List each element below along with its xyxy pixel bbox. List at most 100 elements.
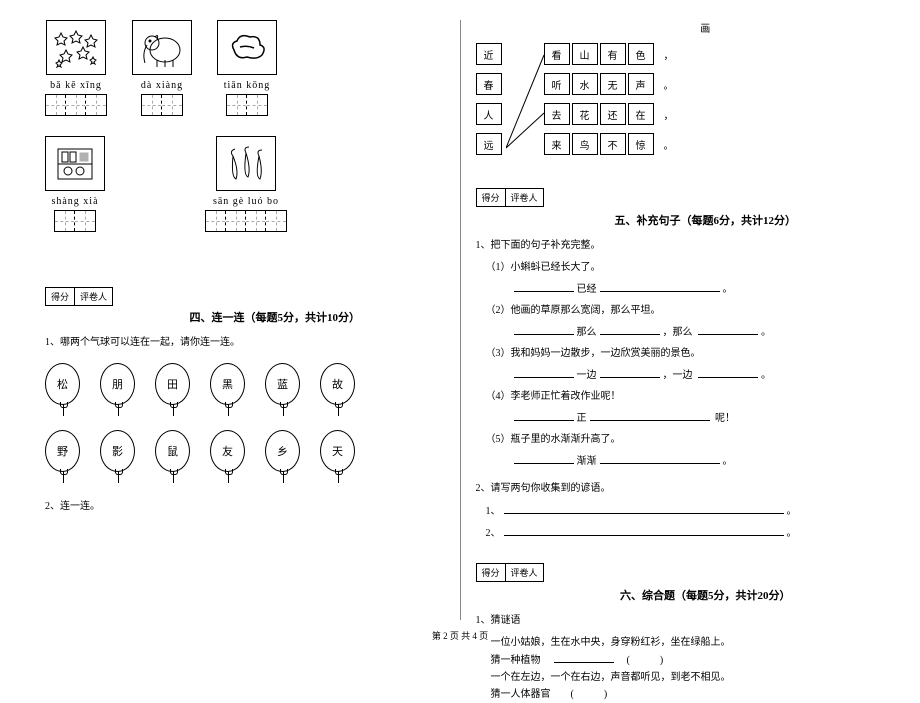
item-elephant: dà xiàng [132, 20, 192, 116]
score-box: 得分 评卷人 [45, 287, 113, 306]
fill-item: （4）李老师正忙着改作业呢！ [486, 388, 876, 406]
elephant-icon [132, 20, 192, 75]
char: 色 [628, 43, 654, 65]
score-label: 得分 [45, 287, 74, 306]
balloon[interactable]: 鼠 [155, 430, 190, 472]
stars-icon [46, 20, 106, 75]
page-footer: 第 2 页 共 4 页 [0, 629, 920, 642]
balloon[interactable]: 天 [320, 430, 355, 472]
right-column: 画 近 春 人 远 看山有色， 听水无声。 去花还在， 来鸟不惊。 得分 评卷人… [461, 20, 891, 620]
connection-lines [506, 43, 546, 163]
match-char[interactable]: 远 [476, 133, 502, 155]
left-column: bǎ kē xīng dà xiàng tiān kōng shàng xià … [30, 20, 461, 620]
fill-item: （2）他画的草原那么宽阔，那么平坦。 [486, 302, 876, 320]
pinyin-label: tiān kōng [224, 80, 271, 91]
balloon[interactable]: 朋 [100, 363, 135, 405]
poem-line: 去花还在， [544, 103, 684, 125]
pinyin-label: dà xiàng [141, 80, 183, 91]
item-stars: bǎ kē xīng [45, 20, 107, 116]
char: 在 [628, 103, 654, 125]
answer-grid[interactable] [205, 210, 287, 232]
char: 山 [572, 43, 598, 65]
question-6-1: 1、猜谜语 [476, 611, 876, 626]
section-4-title: 四、连一连（每题5分，共计10分） [190, 312, 361, 324]
char: 有 [600, 43, 626, 65]
cloud-icon [217, 20, 277, 75]
pinyin-label: sān gè luó bo [213, 196, 279, 207]
balloon[interactable]: 黑 [210, 363, 245, 405]
char: 来 [544, 133, 570, 155]
proverb-line[interactable]: 2、。 [486, 524, 876, 543]
poem-line: 来鸟不惊。 [544, 133, 684, 155]
section-5-title: 五、补充句子（每题6分，共计12分） [615, 215, 797, 227]
fill-blank[interactable]: 渐渐。 [511, 452, 876, 471]
char: 无 [600, 73, 626, 95]
poem-line: 听水无声。 [544, 73, 684, 95]
poem-line: 看山有色， [544, 43, 684, 65]
question-2: 2、连一连。 [45, 497, 445, 512]
balloon[interactable]: 影 [100, 430, 135, 472]
char: ， [656, 103, 682, 125]
char: 惊 [628, 133, 654, 155]
balloon[interactable]: 松 [45, 363, 80, 405]
score-label: 得分 [476, 188, 505, 207]
poem-title: 画 [536, 20, 876, 35]
grader-label: 评卷人 [505, 188, 544, 207]
balloon[interactable]: 蓝 [265, 363, 300, 405]
balloon[interactable]: 友 [210, 430, 245, 472]
item-cloud: tiān kōng [217, 20, 277, 116]
char: 还 [600, 103, 626, 125]
answer-grid[interactable] [141, 94, 183, 116]
char: 听 [544, 73, 570, 95]
pinyin-label: bǎ kē xīng [50, 80, 102, 91]
char: 去 [544, 103, 570, 125]
fill-blank[interactable]: 正 呢！ [511, 409, 876, 428]
question-5-1: 1、把下面的句子补充完整。 [476, 236, 876, 251]
question-5-2: 2、请写两句你收集到的谚语。 [476, 479, 876, 494]
image-row-2: shàng xià sān gè luó bo [45, 136, 445, 232]
fill-blank[interactable]: 一边，一边 。 [511, 366, 876, 385]
answer-grid[interactable] [226, 94, 268, 116]
char: 鸟 [572, 133, 598, 155]
char: 。 [656, 133, 682, 155]
proverb-line[interactable]: 1、。 [486, 502, 876, 521]
char: 声 [628, 73, 654, 95]
riddle-1-answer[interactable]: 猜一种植物 ( ) [491, 651, 876, 669]
balloon[interactable]: 田 [155, 363, 190, 405]
image-row-1: bǎ kē xīng dà xiàng tiān kōng [45, 20, 445, 116]
fill-item: （1）小蝌蚪已经长大了。 [486, 259, 876, 277]
score-box: 得分 评卷人 [476, 563, 544, 582]
shelf-icon [45, 136, 105, 191]
char: 不 [600, 133, 626, 155]
fill-item: （3）我和妈妈一边散步，一边欣赏美丽的景色。 [486, 345, 876, 363]
balloon[interactable]: 野 [45, 430, 80, 472]
item-carrots: sān gè luó bo [205, 136, 287, 232]
char: 看 [544, 43, 570, 65]
poem-matching: 近 春 人 远 看山有色， 听水无声。 去花还在， 来鸟不惊。 [476, 43, 876, 163]
char: ， [656, 43, 682, 65]
score-label: 得分 [476, 563, 505, 582]
balloon[interactable]: 乡 [265, 430, 300, 472]
section-6-title: 六、综合题（每题5分，共计20分） [620, 590, 791, 602]
answer-grid[interactable] [54, 210, 96, 232]
match-char[interactable]: 近 [476, 43, 502, 65]
fill-blank[interactable]: 那么，那么 。 [511, 323, 876, 342]
riddle-2: 一个在左边，一个在右边，声音都听见，到老不相见。 [491, 669, 876, 686]
balloon-row-2: 野 影 鼠 友 乡 天 [45, 430, 445, 472]
answer-grid[interactable] [45, 94, 107, 116]
fill-blank[interactable]: 已经。 [511, 280, 876, 299]
grader-label: 评卷人 [505, 563, 544, 582]
char: 水 [572, 73, 598, 95]
balloon-row-1: 松 朋 田 黑 蓝 故 [45, 363, 445, 405]
char: 花 [572, 103, 598, 125]
riddle-2-answer[interactable]: 猜一人体器官 ( ) [491, 686, 876, 703]
item-shelf: shàng xià [45, 136, 105, 232]
grader-label: 评卷人 [74, 287, 113, 306]
balloon[interactable]: 故 [320, 363, 355, 405]
pinyin-label: shàng xià [51, 196, 98, 207]
char: 。 [656, 73, 682, 95]
carrots-icon [216, 136, 276, 191]
match-char[interactable]: 春 [476, 73, 502, 95]
match-char[interactable]: 人 [476, 103, 502, 125]
score-box: 得分 评卷人 [476, 188, 544, 207]
